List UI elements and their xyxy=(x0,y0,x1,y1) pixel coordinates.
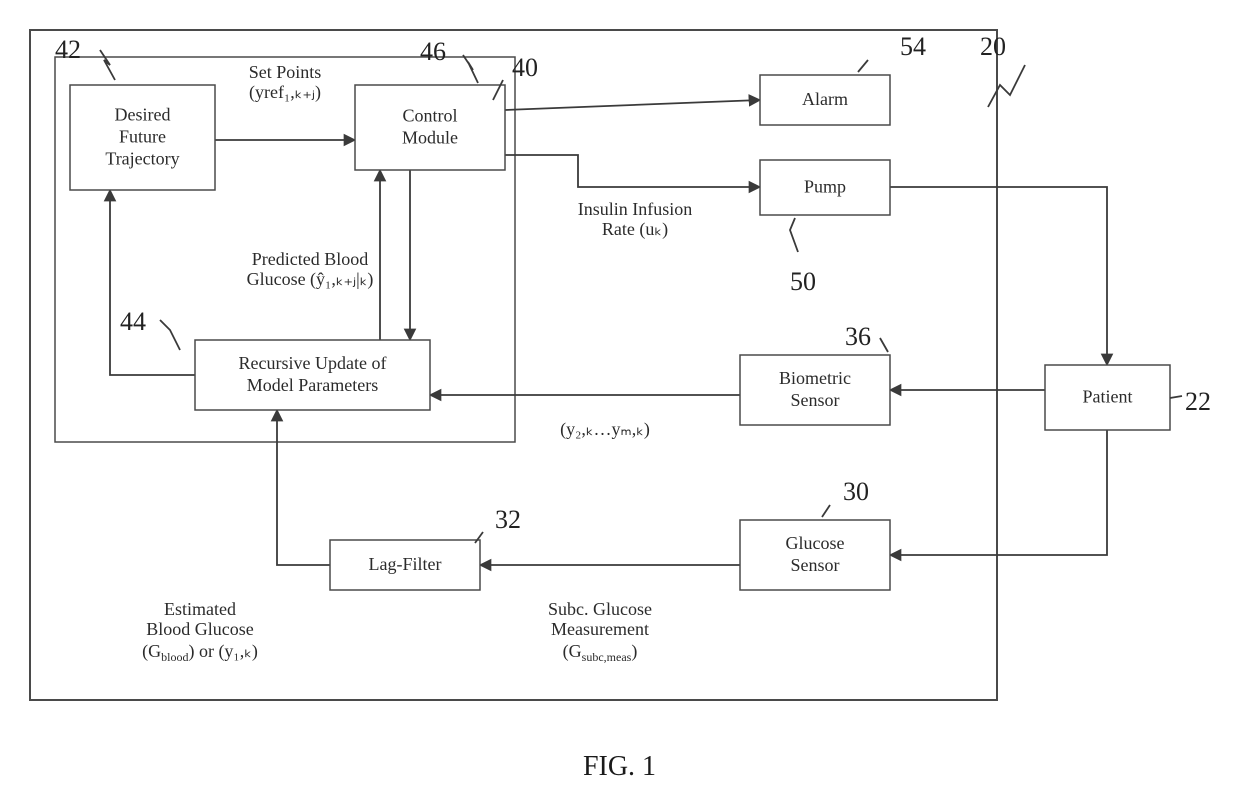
svg-text:46: 46 xyxy=(420,37,446,66)
node-alarm: Alarm xyxy=(760,75,890,125)
node-recursive-label-0: Recursive Update of xyxy=(239,353,387,373)
svg-text:50: 50 xyxy=(790,267,816,296)
node-patient: Patient xyxy=(1045,365,1170,430)
callout-22-tick xyxy=(1170,396,1182,398)
callout-42-tick xyxy=(100,50,115,80)
svg-text:(Gblood) or (y₁,ₖ): (Gblood) or (y₁,ₖ) xyxy=(142,641,258,664)
svg-text:42: 42 xyxy=(55,35,81,64)
edgelabel-subc: Subc. GlucoseMeasurement(Gsubc,meas) xyxy=(548,599,652,664)
svg-text:Subc. Glucose: Subc. Glucose xyxy=(548,599,652,619)
callout-44: 44 xyxy=(120,307,180,350)
svg-text:Estimated: Estimated xyxy=(164,599,236,619)
node-desired-label-1: Future xyxy=(119,127,166,147)
node-pump-label-0: Pump xyxy=(804,177,846,197)
node-desired: DesiredFutureTrajectory xyxy=(70,85,215,190)
edgelabel-biom_y-0: (y₂,ₖ…yₘ,ₖ) xyxy=(560,419,650,440)
edge-control-to-pump xyxy=(505,155,760,187)
node-glucose-label-1: Sensor xyxy=(791,555,840,575)
callout-22: 22 xyxy=(1170,387,1211,416)
edgelabel-insulin-0: Insulin Infusion xyxy=(578,199,693,219)
svg-text:(Gsubc,meas): (Gsubc,meas) xyxy=(563,641,638,664)
node-biometric-label-1: Sensor xyxy=(791,390,840,410)
edgelabel-predicted-1: Glucose (ŷ₁,ₖ₊ⱼ|ₖ) xyxy=(247,269,374,290)
edge-patient-to-glucose xyxy=(890,430,1107,555)
node-control-label-0: Control xyxy=(402,106,457,126)
callout-36: 36 xyxy=(845,322,888,352)
node-glucose: GlucoseSensor xyxy=(740,520,890,590)
edge-control-to-alarm xyxy=(505,100,760,110)
callout-46: 46 xyxy=(420,37,478,83)
edgelabel-setpoints-0: Set Points xyxy=(249,62,322,82)
svg-text:Measurement: Measurement xyxy=(551,619,649,639)
edgelabel-predicted: Predicted BloodGlucose (ŷ₁,ₖ₊ⱼ|ₖ) xyxy=(247,249,374,290)
svg-text:32: 32 xyxy=(495,505,521,534)
edgelabel-insulin: Insulin InfusionRate (uₖ) xyxy=(578,199,693,240)
svg-text:Blood Glucose: Blood Glucose xyxy=(146,619,254,639)
node-alarm-label-0: Alarm xyxy=(802,89,848,109)
callout-36-tick xyxy=(880,338,888,352)
edge-lagfilter-to-recursive xyxy=(277,410,330,565)
svg-text:20: 20 xyxy=(980,32,1006,61)
node-glucose-label-0: Glucose xyxy=(786,533,845,553)
edgelabel-estbg: EstimatedBlood Glucose(Gblood) or (y₁,ₖ) xyxy=(142,599,258,664)
node-recursive-label-1: Model Parameters xyxy=(247,375,378,395)
svg-text:44: 44 xyxy=(120,307,146,336)
edgelabel-predicted-0: Predicted Blood xyxy=(252,249,368,269)
callout-54: 54 xyxy=(858,32,926,72)
node-control: ControlModule xyxy=(355,85,505,170)
node-biometric: BiometricSensor xyxy=(740,355,890,425)
edgelabel-insulin-1: Rate (uₖ) xyxy=(602,219,668,240)
svg-text:40: 40 xyxy=(512,53,538,82)
svg-text:54: 54 xyxy=(900,32,926,61)
edge-pump-to-patient xyxy=(890,187,1107,365)
node-pump: Pump xyxy=(760,160,890,215)
node-desired-label-2: Trajectory xyxy=(105,149,179,169)
callout-20: 20 xyxy=(980,32,1025,107)
callout-30-tick xyxy=(822,505,830,517)
node-control-label-1: Module xyxy=(402,128,458,148)
edgelabel-biom_y: (y₂,ₖ…yₘ,ₖ) xyxy=(560,419,650,440)
node-lagfilter-label-0: Lag-Filter xyxy=(369,554,442,574)
svg-text:36: 36 xyxy=(845,322,871,351)
callout-54-tick xyxy=(858,60,868,72)
callout-30: 30 xyxy=(822,477,869,517)
callout-44-tick xyxy=(160,320,180,350)
callout-46-tick xyxy=(463,55,478,83)
callout-50-tick xyxy=(790,218,798,252)
node-patient-label-0: Patient xyxy=(1083,387,1133,407)
callout-32: 32 xyxy=(475,505,521,543)
svg-text:22: 22 xyxy=(1185,387,1211,416)
edgelabel-setpoints-1: (yref₁,ₖ₊ⱼ) xyxy=(249,82,321,103)
node-desired-label-0: Desired xyxy=(115,105,171,125)
callout-20-tick xyxy=(988,65,1025,107)
figure-caption: FIG. 1 xyxy=(583,751,656,782)
svg-text:30: 30 xyxy=(843,477,869,506)
node-lagfilter: Lag-Filter xyxy=(330,540,480,590)
callout-50: 50 xyxy=(790,218,816,296)
edgelabel-setpoints: Set Points(yref₁,ₖ₊ⱼ) xyxy=(249,62,322,103)
edge-recursive-to-desired xyxy=(110,190,195,375)
node-biometric-label-0: Biometric xyxy=(779,368,851,388)
node-recursive: Recursive Update ofModel Parameters xyxy=(195,340,430,410)
